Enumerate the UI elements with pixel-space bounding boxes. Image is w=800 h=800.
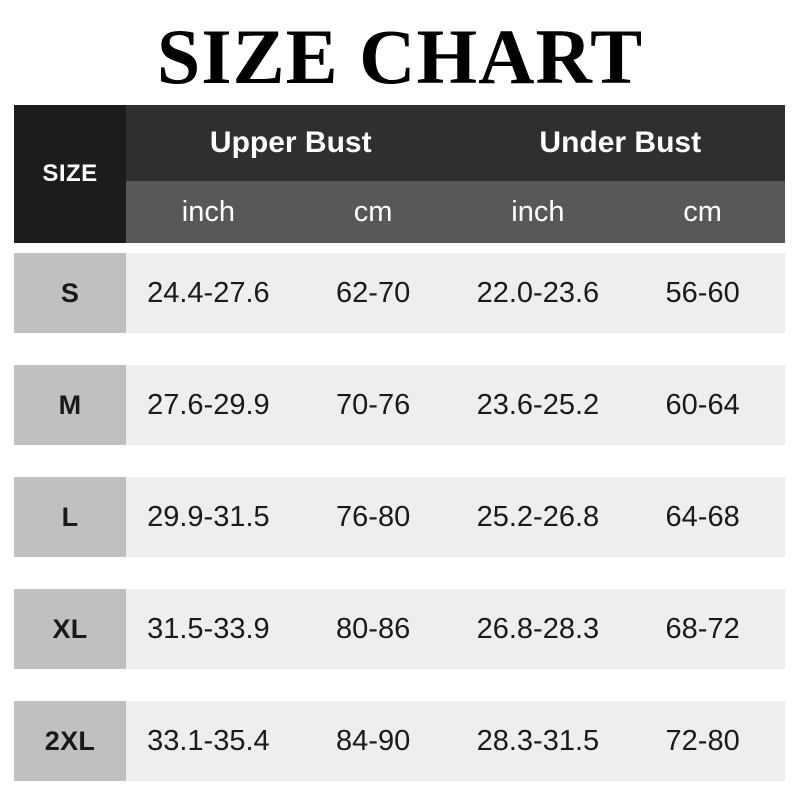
- cell-under-bust-cm: 64-68: [620, 477, 785, 557]
- cell-value: 64-68: [665, 500, 740, 533]
- table-row: 2XL 33.1-35.4 84-90 28.3-31.5 72-80: [14, 701, 785, 781]
- cell-value: 24.4-27.6: [147, 276, 270, 309]
- cell-upper-bust-cm: 84-90: [291, 701, 456, 781]
- page-title: SIZE CHART: [156, 13, 644, 100]
- cell-value: 70-76: [336, 388, 411, 421]
- unit-header-row: inch cm inch cm: [126, 181, 785, 243]
- cell-value: 33.1-35.4: [147, 724, 270, 757]
- cell-under-bust-cm: 68-72: [620, 589, 785, 669]
- cell-value: 56-60: [665, 276, 740, 309]
- size-column-header-cell: SIZE: [14, 105, 126, 243]
- unit-header-under-bust-inch: inch: [456, 181, 621, 243]
- cell-value: 23.6-25.2: [476, 388, 600, 421]
- size-label: L: [61, 501, 79, 532]
- size-cell: 2XL: [14, 701, 126, 781]
- row-data-strip: 27.6-29.9 70-76 23.6-25.2 60-64: [126, 365, 785, 445]
- unit-header-upper-bust-cm-label: cm: [353, 195, 393, 228]
- table-row: L 29.9-31.5 76-80 25.2-26.8 64-68: [14, 477, 785, 557]
- group-header-upper-bust: Upper Bust: [126, 105, 456, 181]
- cell-value: 72-80: [665, 724, 740, 757]
- cell-value: 76-80: [336, 500, 411, 533]
- cell-upper-bust-inch: 33.1-35.4: [126, 701, 291, 781]
- size-column-header-label: SIZE: [42, 160, 98, 187]
- size-label: XL: [52, 613, 88, 644]
- table-row: XL 31.5-33.9 80-86 26.8-28.3 68-72: [14, 589, 785, 669]
- cell-upper-bust-cm: 80-86: [291, 589, 456, 669]
- cell-upper-bust-inch: 29.9-31.5: [126, 477, 291, 557]
- size-chart-table: SIZE Upper Bust Under Bust inch cm inch: [14, 105, 785, 781]
- group-header-under-bust: Under Bust: [456, 105, 786, 181]
- cell-under-bust-inch: 26.8-28.3: [456, 589, 621, 669]
- size-label: S: [60, 277, 80, 308]
- cell-upper-bust-cm: 70-76: [291, 365, 456, 445]
- cell-upper-bust-inch: 24.4-27.6: [126, 253, 291, 333]
- table-header: SIZE Upper Bust Under Bust inch cm inch: [14, 105, 785, 243]
- cell-upper-bust-inch: 31.5-33.9: [126, 589, 291, 669]
- cell-value: 80-86: [336, 612, 411, 645]
- size-cell: S: [14, 253, 126, 333]
- size-label: 2XL: [44, 725, 96, 756]
- size-cell: L: [14, 477, 126, 557]
- unit-header-upper-bust-inch: inch: [126, 181, 291, 243]
- cell-under-bust-inch: 28.3-31.5: [456, 701, 621, 781]
- cell-value: 26.8-28.3: [476, 612, 600, 645]
- unit-header-under-bust-cm-label: cm: [683, 195, 722, 228]
- cell-value: 60-64: [665, 388, 740, 421]
- table-row: S 24.4-27.6 62-70 22.0-23.6 56-60: [14, 253, 785, 333]
- cell-upper-bust-inch: 27.6-29.9: [126, 365, 291, 445]
- cell-value: 27.6-29.9: [147, 388, 270, 421]
- size-cell: XL: [14, 589, 126, 669]
- measurement-group-header-row: Upper Bust Under Bust: [126, 105, 785, 181]
- group-header-upper-bust-label: Upper Bust: [209, 126, 372, 159]
- unit-header-upper-bust-inch-label: inch: [181, 195, 235, 228]
- cell-value: 29.9-31.5: [147, 500, 270, 533]
- table-body: S 24.4-27.6 62-70 22.0-23.6 56-60: [14, 253, 785, 781]
- cell-under-bust-inch: 22.0-23.6: [456, 253, 621, 333]
- cell-value: 22.0-23.6: [476, 276, 600, 309]
- unit-header-under-bust-inch-label: inch: [511, 195, 565, 228]
- row-data-strip: 29.9-31.5 76-80 25.2-26.8 64-68: [126, 477, 785, 557]
- row-data-strip: 33.1-35.4 84-90 28.3-31.5 72-80: [126, 701, 785, 781]
- row-data-strip: 24.4-27.6 62-70 22.0-23.6 56-60: [126, 253, 785, 333]
- group-header-under-bust-label: Under Bust: [539, 126, 702, 159]
- cell-under-bust-cm: 56-60: [620, 253, 785, 333]
- cell-under-bust-cm: 72-80: [620, 701, 785, 781]
- cell-under-bust-inch: 23.6-25.2: [456, 365, 621, 445]
- size-label: M: [58, 389, 82, 420]
- cell-under-bust-cm: 60-64: [620, 365, 785, 445]
- cell-value: 84-90: [336, 724, 411, 757]
- row-data-strip: 31.5-33.9 80-86 26.8-28.3 68-72: [126, 589, 785, 669]
- cell-value: 68-72: [665, 612, 740, 645]
- table-row: M 27.6-29.9 70-76 23.6-25.2 60-64: [14, 365, 785, 445]
- unit-header-upper-bust-cm: cm: [291, 181, 456, 243]
- cell-under-bust-inch: 25.2-26.8: [456, 477, 621, 557]
- size-cell: M: [14, 365, 126, 445]
- cell-value: 31.5-33.9: [147, 612, 270, 645]
- cell-value: 62-70: [336, 276, 411, 309]
- cell-value: 25.2-26.8: [476, 500, 600, 533]
- cell-upper-bust-cm: 76-80: [291, 477, 456, 557]
- unit-header-under-bust-cm: cm: [620, 181, 785, 243]
- cell-value: 28.3-31.5: [476, 724, 600, 757]
- cell-upper-bust-cm: 62-70: [291, 253, 456, 333]
